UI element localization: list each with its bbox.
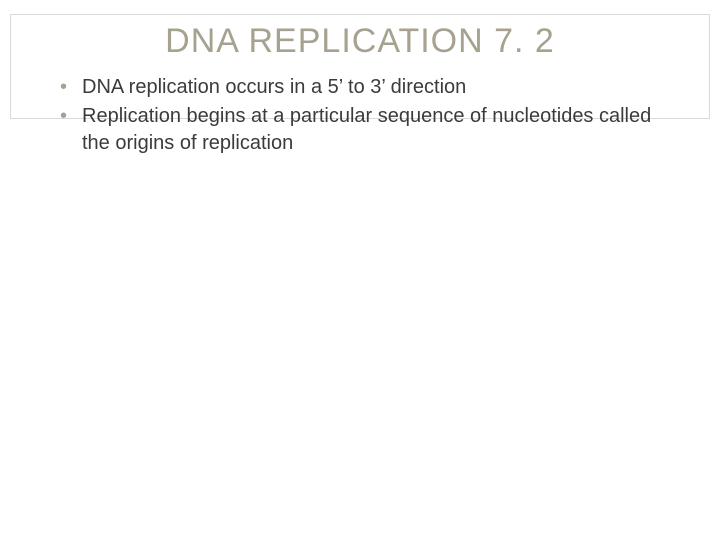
bullet-list: DNA replication occurs in a 5’ to 3’ dir… (60, 74, 660, 159)
bullet-item: Replication begins at a particular seque… (60, 103, 660, 157)
slide-title: DNA REPLICATION 7. 2 (0, 22, 720, 61)
bullet-item: DNA replication occurs in a 5’ to 3’ dir… (60, 74, 660, 101)
